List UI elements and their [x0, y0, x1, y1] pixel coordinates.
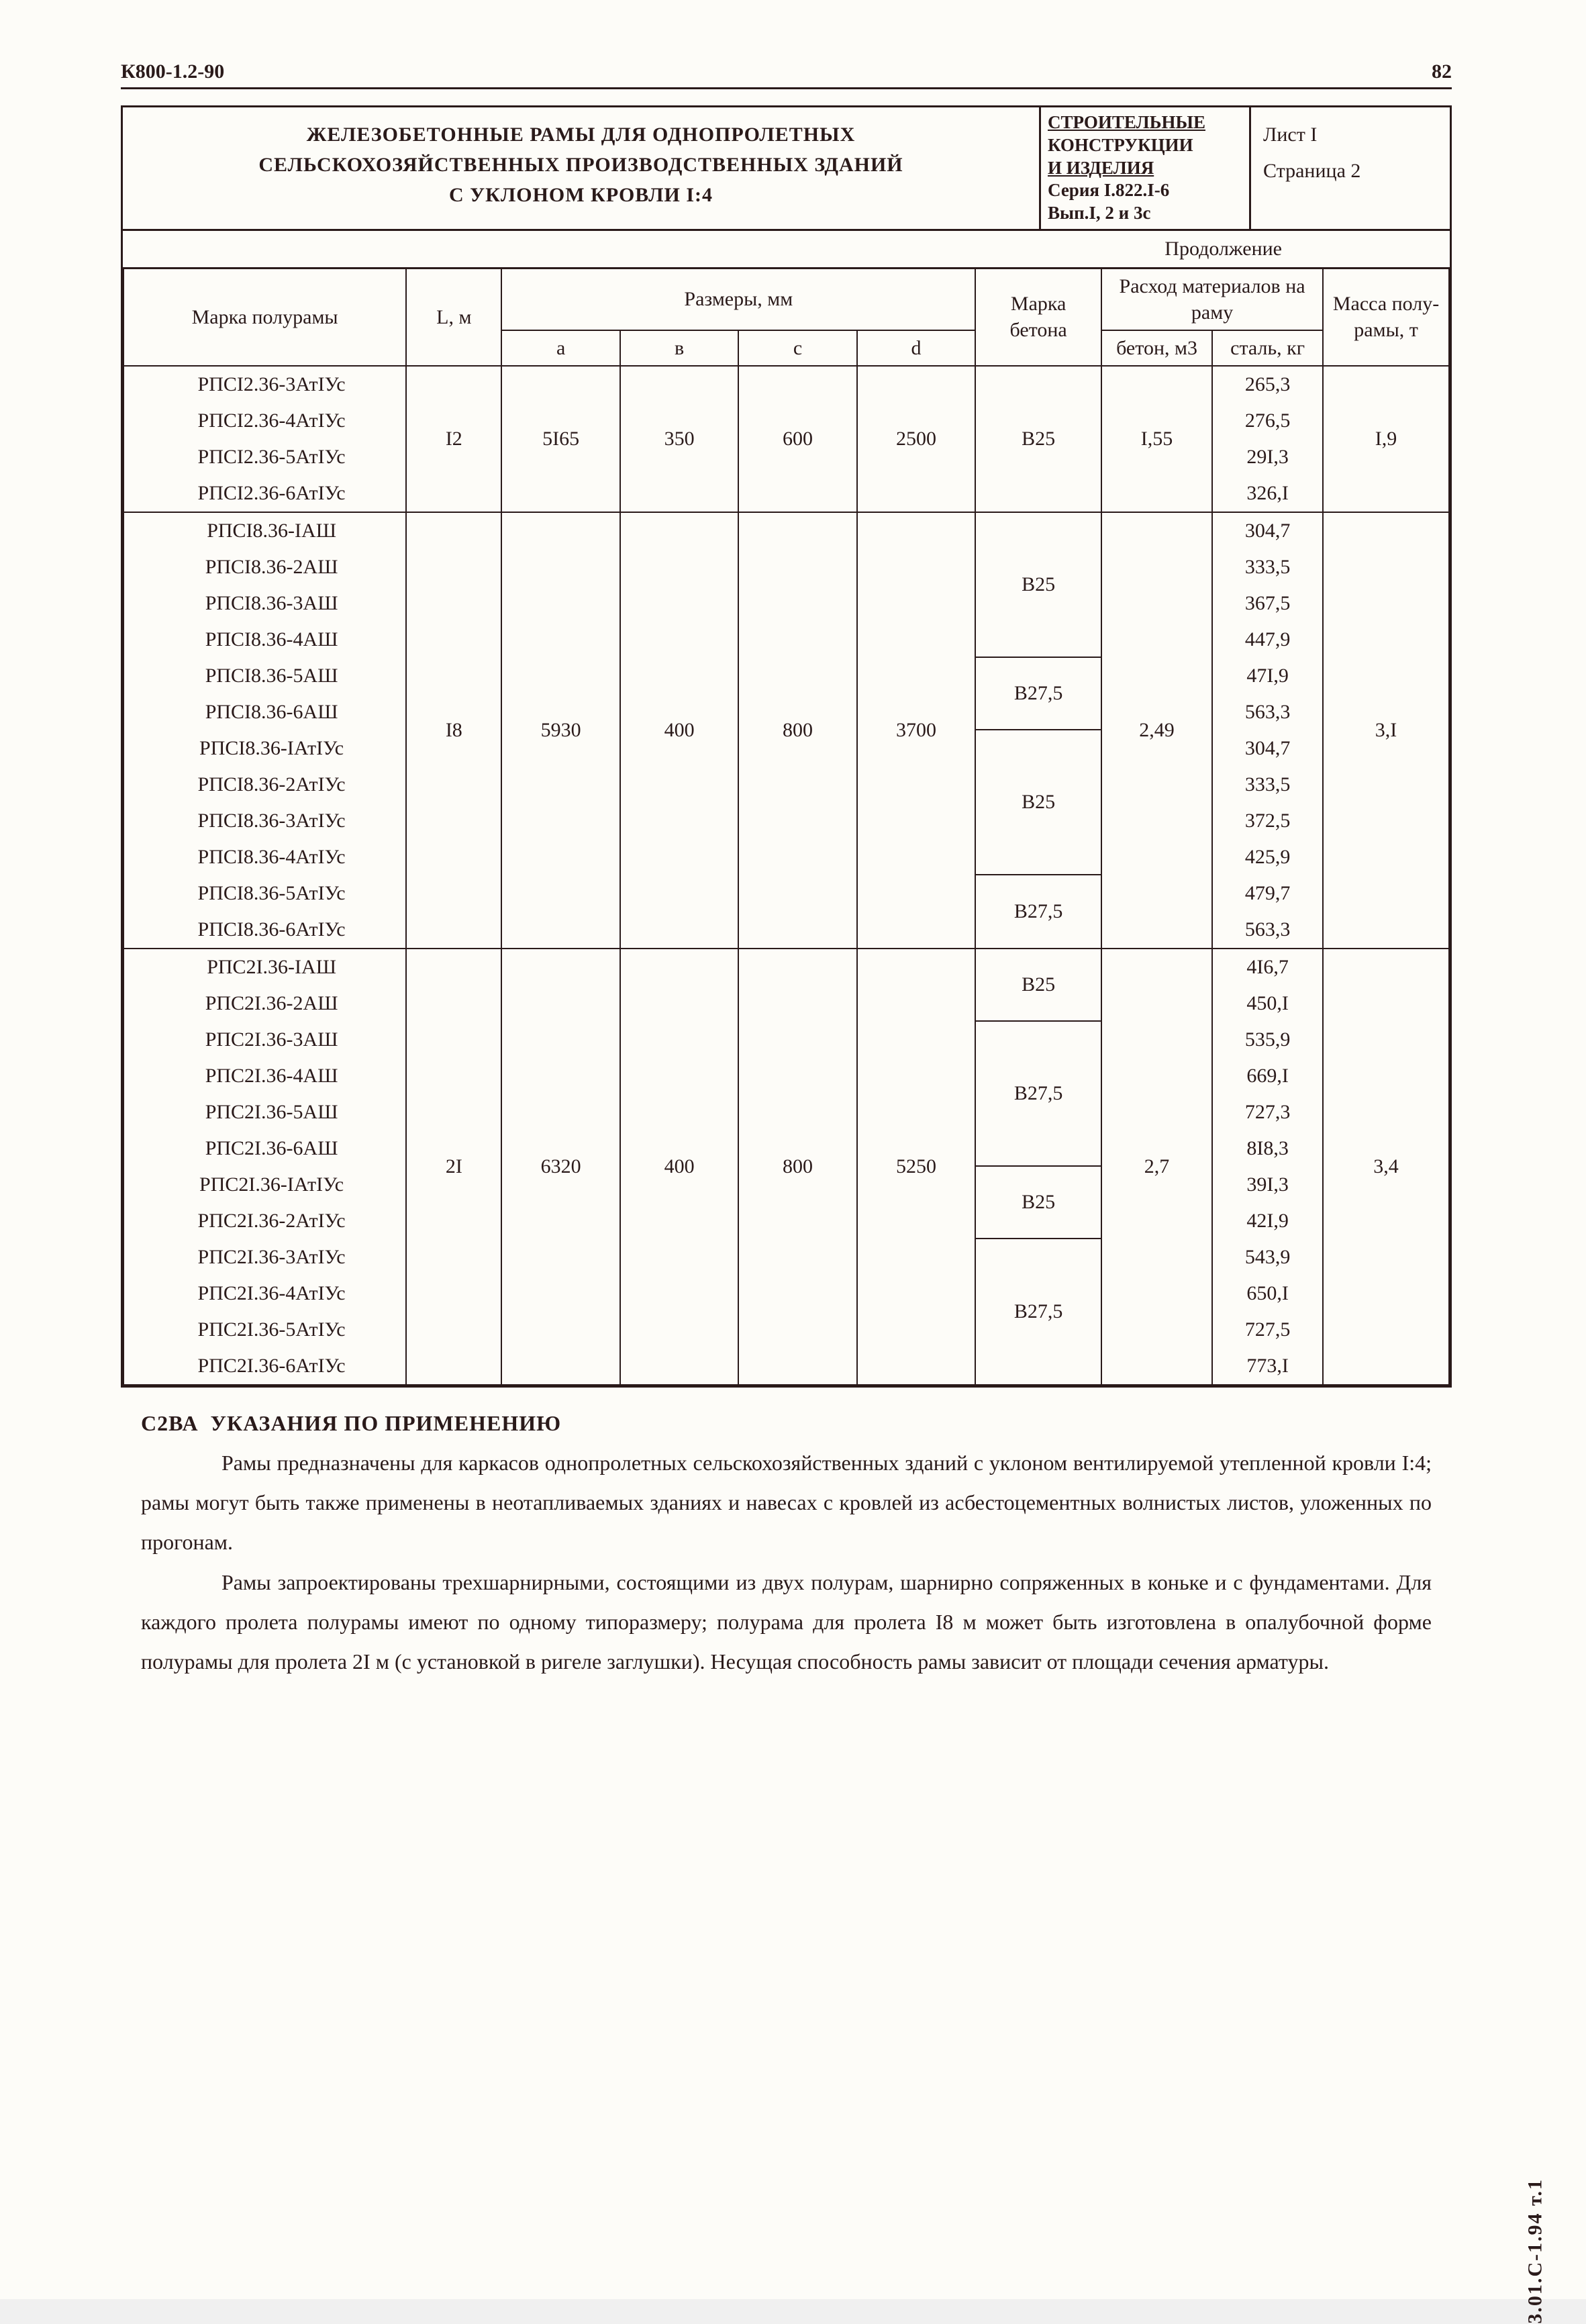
cell-concrete-mark: В25В27,5В25В27,5: [975, 512, 1101, 949]
th-mass: Масса полу-рамы, т: [1323, 268, 1449, 366]
main-table: Марка полурамы L, м Размеры, мм Марка бе…: [123, 267, 1450, 1386]
th-consumption: Расход материалов на раму: [1101, 268, 1323, 330]
cell-mass: I,9: [1323, 366, 1449, 512]
th-concrete-mark: Марка бетона: [975, 268, 1101, 366]
notes-p2: Рамы запроектированы трехшарнирными, сос…: [141, 1563, 1432, 1682]
notes-p1: Рамы предназначены для каркасов однопрол…: [141, 1443, 1432, 1563]
cell-steel: 4I6,7450,I535,9669,I727,38I8,339I,342I,9…: [1212, 949, 1323, 1385]
notes: С2ВА УКАЗАНИЯ ПО ПРИМЕНЕНИЮ Рамы предназ…: [121, 1388, 1452, 1682]
side-code: 3.01.С-1.94 т.1: [1524, 2178, 1547, 2324]
th-L: L, м: [406, 268, 501, 366]
continuation-label: Продолжение: [123, 229, 1450, 267]
th-steel: сталь, кг: [1212, 330, 1323, 366]
th-d: d: [857, 330, 975, 366]
th-dims: Размеры, мм: [501, 268, 975, 330]
doc-code: К800-1.2-90: [121, 60, 224, 83]
cell-d: 2500: [857, 366, 975, 512]
cell-concrete-mark: В25: [975, 366, 1101, 512]
table-row: РПСI2.36-3АтIУсРПСI2.36-4АтIУсРПСI2.36-5…: [123, 366, 1449, 512]
cell-L: I8: [406, 512, 501, 949]
cell-marks: РПСI8.36-IАШРПСI8.36-2АШРПСI8.36-3АШРПСI…: [123, 512, 406, 949]
cell-concrete: 2,7: [1101, 949, 1212, 1385]
stamp: СТРОИТЕЛЬНЫЕ КОНСТРУКЦИИ И ИЗДЕЛИЯ Серия…: [1039, 107, 1249, 229]
cell-d: 5250: [857, 949, 975, 1385]
cell-b: 400: [620, 512, 738, 949]
cell-concrete: I,55: [1101, 366, 1212, 512]
sheet-info: Лист I Страница 2: [1249, 107, 1450, 229]
cell-mass: 3,I: [1323, 512, 1449, 949]
cell-c: 600: [738, 366, 856, 512]
th-mark: Марка полурамы: [123, 268, 406, 366]
page: К800-1.2-90 82 ЖЕЛЕЗОБЕТОННЫЕ РАМЫ ДЛЯ О…: [0, 0, 1586, 2299]
cell-marks: РПС2I.36-IАШРПС2I.36-2АШРПС2I.36-3АШРПС2…: [123, 949, 406, 1385]
cell-b: 400: [620, 949, 738, 1385]
cell-d: 3700: [857, 512, 975, 949]
notes-header: С2ВА УКАЗАНИЯ ПО ПРИМЕНЕНИЮ: [141, 1404, 1432, 1443]
cell-concrete: 2,49: [1101, 512, 1212, 949]
th-c: с: [738, 330, 856, 366]
cell-steel: 265,3276,529I,3326,I: [1212, 366, 1323, 512]
cell-c: 800: [738, 949, 856, 1385]
cell-c: 800: [738, 512, 856, 949]
cell-a: 6320: [501, 949, 619, 1385]
table-row: РПС2I.36-IАШРПС2I.36-2АШРПС2I.36-3АШРПС2…: [123, 949, 1449, 1385]
cell-a: 5I65: [501, 366, 619, 512]
cell-concrete-mark: В25В27,5В25В27,5: [975, 949, 1101, 1385]
page-header: К800-1.2-90 82: [121, 60, 1452, 89]
th-a: a: [501, 330, 619, 366]
table-row: РПСI8.36-IАШРПСI8.36-2АШРПСI8.36-3АШРПСI…: [123, 512, 1449, 949]
th-b: в: [620, 330, 738, 366]
doc-title: ЖЕЛЕЗОБЕТОННЫЕ РАМЫ ДЛЯ ОДНОПРОЛЕТНЫХ СЕ…: [123, 107, 1039, 229]
outer-frame: ЖЕЛЕЗОБЕТОННЫЕ РАМЫ ДЛЯ ОДНОПРОЛЕТНЫХ СЕ…: [121, 105, 1452, 1388]
table-head: Марка полурамы L, м Размеры, мм Марка бе…: [123, 268, 1449, 366]
cell-marks: РПСI2.36-3АтIУсРПСI2.36-4АтIУсРПСI2.36-5…: [123, 366, 406, 512]
cell-mass: 3,4: [1323, 949, 1449, 1385]
th-concrete: бетон, м3: [1101, 330, 1212, 366]
cell-a: 5930: [501, 512, 619, 949]
cell-L: 2I: [406, 949, 501, 1385]
title-block: ЖЕЛЕЗОБЕТОННЫЕ РАМЫ ДЛЯ ОДНОПРОЛЕТНЫХ СЕ…: [123, 107, 1450, 229]
cell-steel: 304,7333,5367,5447,947I,9563,3304,7333,5…: [1212, 512, 1323, 949]
cell-L: I2: [406, 366, 501, 512]
table-body: РПСI2.36-3АтIУсРПСI2.36-4АтIУсРПСI2.36-5…: [123, 366, 1449, 1385]
cell-b: 350: [620, 366, 738, 512]
page-number: 82: [1432, 60, 1452, 83]
